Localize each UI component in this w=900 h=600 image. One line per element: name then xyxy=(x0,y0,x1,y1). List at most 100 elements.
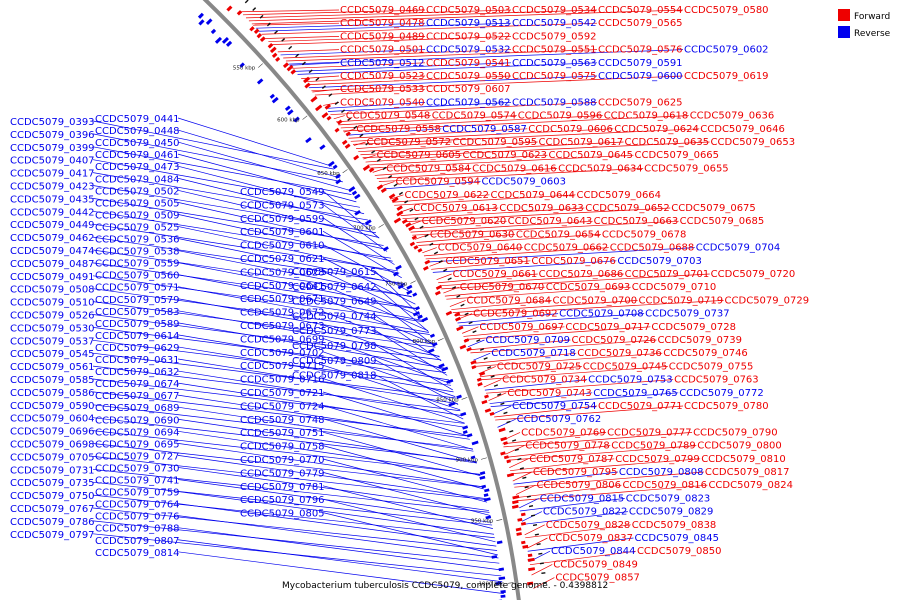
gene-label: CCDC5079_0845 xyxy=(634,533,719,544)
leader-line xyxy=(410,220,593,233)
forward-gene-arrow xyxy=(290,69,297,75)
gene-label: CCDC5079_0746 xyxy=(663,348,748,359)
rim-mark xyxy=(497,393,502,396)
leader-line xyxy=(92,146,352,195)
gene-label: CCDC5079_0736 xyxy=(577,348,662,359)
rim-mark xyxy=(347,117,352,122)
forward-gene-arrow xyxy=(515,527,522,532)
kbp-tick xyxy=(480,457,487,460)
reverse-gene-arrow xyxy=(239,62,245,68)
reverse-gene-arrow xyxy=(364,219,372,226)
leader-line xyxy=(277,49,340,53)
gene-label: CCDC5079_0780 xyxy=(684,401,769,412)
gene-label: CCDC5079_0735 xyxy=(10,478,95,489)
forward-gene-arrow xyxy=(376,184,384,190)
gene-label: CCDC5079_0671 xyxy=(240,294,325,305)
leader-line xyxy=(436,273,452,281)
gene-label: CCDC5079_0484 xyxy=(95,174,180,185)
leader-line xyxy=(328,102,512,112)
gene-label: CCDC5079_0824 xyxy=(708,480,793,491)
gene-label: CCDC5079_0739 xyxy=(657,335,742,346)
gene-label: CCDC5079_0673 xyxy=(240,321,325,332)
leader-line xyxy=(92,275,424,323)
gene-label: CCDC5079_0719 xyxy=(639,295,724,306)
reverse-gene-arrow xyxy=(351,190,358,196)
gene-label: CCDC5079_0508 xyxy=(10,285,95,296)
leader-line xyxy=(383,181,481,190)
gene-label: CCDC5079_0641 xyxy=(240,281,325,292)
leader-line xyxy=(510,458,615,472)
leader-line xyxy=(92,430,481,475)
gene-label: CCDC5079_0489 xyxy=(340,31,425,42)
rim-mark xyxy=(479,348,485,351)
gene-label: CCDC5079_0799 xyxy=(615,454,700,465)
forward-gene-arrow xyxy=(341,139,348,146)
gene-label: CCDC5079_0655 xyxy=(644,163,729,174)
leader-line xyxy=(350,128,614,142)
gene-label: CCDC5079_0652 xyxy=(585,203,670,214)
reverse-gene-arrow xyxy=(334,173,341,179)
gene-label: CCDC5079_0759 xyxy=(95,488,180,499)
leader-line xyxy=(473,352,491,361)
leader-line xyxy=(514,471,704,488)
reverse-gene-arrow xyxy=(397,284,405,290)
leader-line xyxy=(489,392,593,404)
gene-label: CCDC5079_0399 xyxy=(10,143,95,154)
rim-mark xyxy=(493,384,499,387)
reverse-gene-arrow xyxy=(406,289,413,295)
rim-mark xyxy=(353,125,358,130)
leader-line xyxy=(374,300,436,347)
leader-line xyxy=(92,262,418,310)
reverse-gene-arrow xyxy=(431,342,438,347)
leader-line xyxy=(427,247,695,263)
forward-gene-arrow xyxy=(506,459,511,464)
gene-label: CCDC5079_0693 xyxy=(546,282,631,293)
leader-line xyxy=(322,431,481,477)
gene-label: CCDC5079_0407 xyxy=(10,156,95,167)
leader-line xyxy=(177,430,481,476)
gene-label: CCDC5079_0708 xyxy=(559,309,644,320)
leader-line xyxy=(177,238,406,286)
gene-label: CCDC5079_0777 xyxy=(607,427,692,438)
leader-line xyxy=(92,481,493,526)
gene-label: CCDC5079_0728 xyxy=(651,322,736,333)
gene-label: CCDC5079_0829 xyxy=(629,507,714,518)
map-caption: Mycobacterium tuberculosis CCDC5079, com… xyxy=(282,581,608,591)
rim-mark xyxy=(388,175,393,179)
gene-label: CCDC5079_0628 xyxy=(240,267,325,278)
forward-gene-arrow xyxy=(500,436,508,442)
leader-line xyxy=(432,260,617,273)
forward-gene-arrow xyxy=(489,411,495,416)
gene-label: CCDC5079_0594 xyxy=(395,177,480,188)
leader-line xyxy=(458,313,645,327)
gene-label: CCDC5079_0558 xyxy=(356,124,441,135)
gene-label: CCDC5079_0595 xyxy=(453,137,538,148)
leader-line xyxy=(484,379,588,391)
leader-line xyxy=(374,344,453,391)
gene-label: CCDC5079_0525 xyxy=(95,222,180,233)
leader-line xyxy=(177,382,467,428)
leader-line xyxy=(360,141,624,156)
leader-line xyxy=(469,339,571,351)
gene-label: CCDC5079_0563 xyxy=(512,58,597,69)
leader-line xyxy=(177,491,495,535)
leader-line xyxy=(322,391,469,437)
gene-label: CCDC5079_0807 xyxy=(95,536,180,547)
forward-gene-arrow xyxy=(396,205,403,211)
forward-gene-arrow xyxy=(380,187,387,193)
leader-line xyxy=(280,49,426,56)
gene-label: CCDC5079_0764 xyxy=(95,500,180,511)
gene-label: CCDC5079_0653 xyxy=(711,137,796,148)
rim-mark xyxy=(419,225,424,229)
leader-line xyxy=(452,300,638,313)
leader-line xyxy=(92,210,391,259)
reverse-gene-arrow xyxy=(225,40,233,47)
rim-mark xyxy=(536,543,541,546)
gene-label: CCDC5079_0602 xyxy=(684,45,769,56)
leader-line xyxy=(340,115,603,129)
leader-line xyxy=(394,194,576,206)
kbp-tick-label: 650 kbp xyxy=(317,171,340,177)
leader-line xyxy=(483,379,502,388)
leader-line xyxy=(517,484,708,501)
leader-line xyxy=(92,468,490,513)
